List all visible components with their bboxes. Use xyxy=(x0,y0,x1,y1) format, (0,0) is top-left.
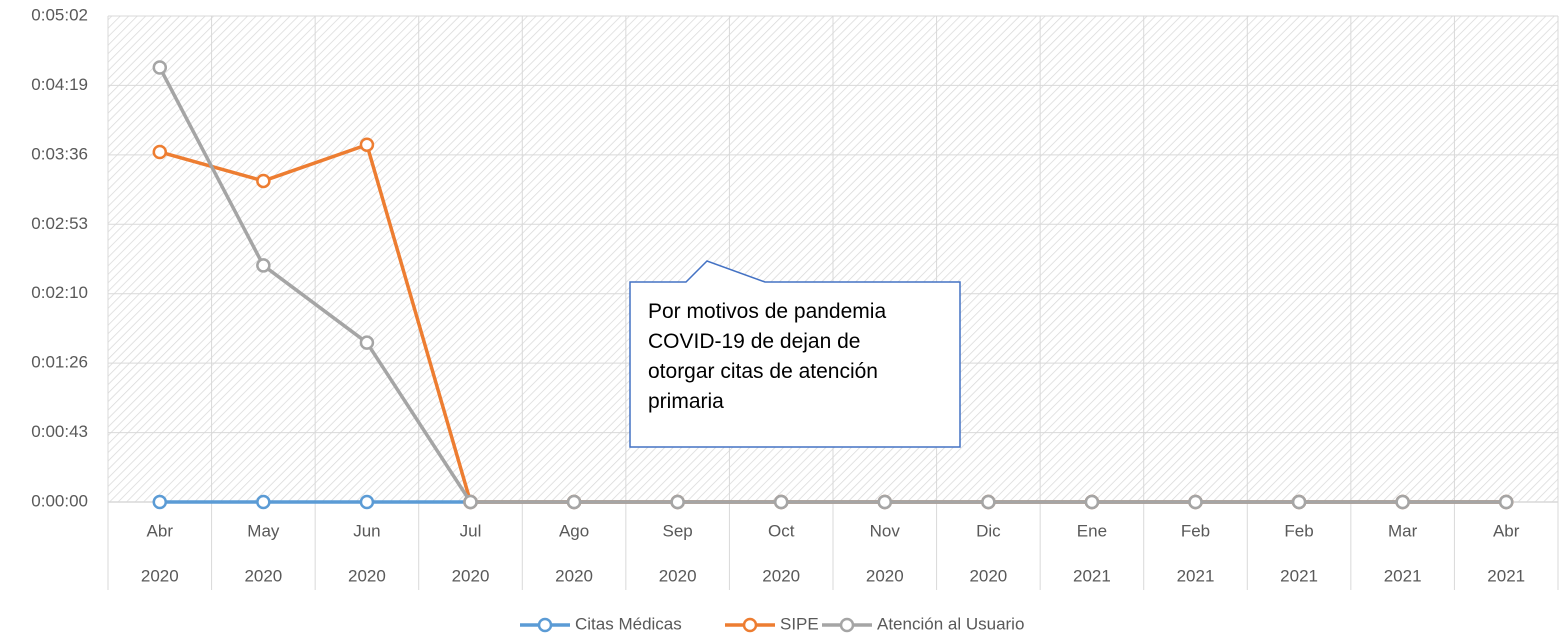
x-tick-year: 2021 xyxy=(1073,566,1111,585)
point xyxy=(256,494,271,510)
y-tick-label: 0:00:43 xyxy=(31,422,88,441)
y-tick-label: 0:02:53 xyxy=(31,214,88,233)
x-tick-year: 2020 xyxy=(969,566,1007,585)
x-tick-label: Oct xyxy=(768,521,795,540)
point xyxy=(152,60,168,75)
point xyxy=(1188,494,1203,510)
x-tick-year: 2020 xyxy=(762,566,800,585)
x-tick-label: Abr xyxy=(147,521,174,540)
annotation-text: COVID-19 de dejan de xyxy=(648,330,860,353)
x-tick-label: Feb xyxy=(1181,521,1210,540)
x-tick-label: May xyxy=(247,521,280,540)
x-tick-year: 2020 xyxy=(555,566,593,585)
x-tick-label: Sep xyxy=(663,521,693,540)
point xyxy=(877,494,893,510)
x-tick-year: 2020 xyxy=(659,566,697,585)
x-tick-year: 2021 xyxy=(1177,566,1215,585)
x-tick-label: Dic xyxy=(976,521,1001,540)
x-tick-year: 2021 xyxy=(1280,566,1318,585)
series-line xyxy=(158,66,1507,504)
legend-marker xyxy=(742,617,758,633)
y-tick-label: 0:03:36 xyxy=(31,144,88,163)
legend-marker xyxy=(839,617,855,633)
x-tick-label: Ago xyxy=(559,521,589,540)
point xyxy=(1291,494,1307,510)
point xyxy=(359,137,375,152)
point xyxy=(1498,494,1514,510)
y-tick-label: 0:04:19 xyxy=(31,75,88,94)
x-tick-year: 2020 xyxy=(348,566,386,585)
annotation-text: Por motivos de pandemia xyxy=(648,300,886,323)
x-tick-label: Nov xyxy=(870,521,901,540)
point xyxy=(566,494,582,510)
point xyxy=(256,173,271,189)
legend-label: Citas Médicas xyxy=(575,614,682,633)
x-tick-year: 2020 xyxy=(141,566,179,585)
x-tick-label: Jun xyxy=(353,521,380,540)
x-tick-label: Abr xyxy=(1493,521,1520,540)
point xyxy=(152,144,168,160)
x-tick-label: Jul xyxy=(460,521,482,540)
x-tick-label: Feb xyxy=(1284,521,1313,540)
x-tick-year: 2021 xyxy=(1487,566,1525,585)
point xyxy=(670,494,685,510)
x-tick-year: 2020 xyxy=(452,566,490,585)
annotation: Por motivos de pandemia COVID-19 de dejan… xyxy=(629,260,961,448)
y-tick-label: 0:05:02 xyxy=(31,5,88,24)
point xyxy=(981,494,996,510)
legend-label: SIPE xyxy=(780,614,819,633)
annotation-text: otorgar citas de atención xyxy=(648,360,878,383)
point xyxy=(359,335,375,350)
annotation-text: primaria xyxy=(648,390,724,413)
x-tick-label: Mar xyxy=(1388,521,1418,540)
point xyxy=(152,494,168,510)
y-tick-label: 0:01:26 xyxy=(31,353,88,372)
point xyxy=(256,258,271,273)
y-tick-label: 0:00:00 xyxy=(31,491,88,510)
legend-label: Atención al Usuario xyxy=(877,614,1024,633)
point xyxy=(773,494,789,510)
x-tick-year: 2021 xyxy=(1384,566,1422,585)
x-tick-year: 2020 xyxy=(866,566,904,585)
y-tick-label: 0:02:10 xyxy=(31,283,88,302)
point xyxy=(1395,494,1410,510)
point xyxy=(359,494,375,510)
x-tick-year: 2020 xyxy=(244,566,282,585)
point xyxy=(1084,494,1100,510)
point xyxy=(463,494,478,510)
legend-marker xyxy=(537,617,553,633)
x-tick-label: Ene xyxy=(1077,521,1107,540)
